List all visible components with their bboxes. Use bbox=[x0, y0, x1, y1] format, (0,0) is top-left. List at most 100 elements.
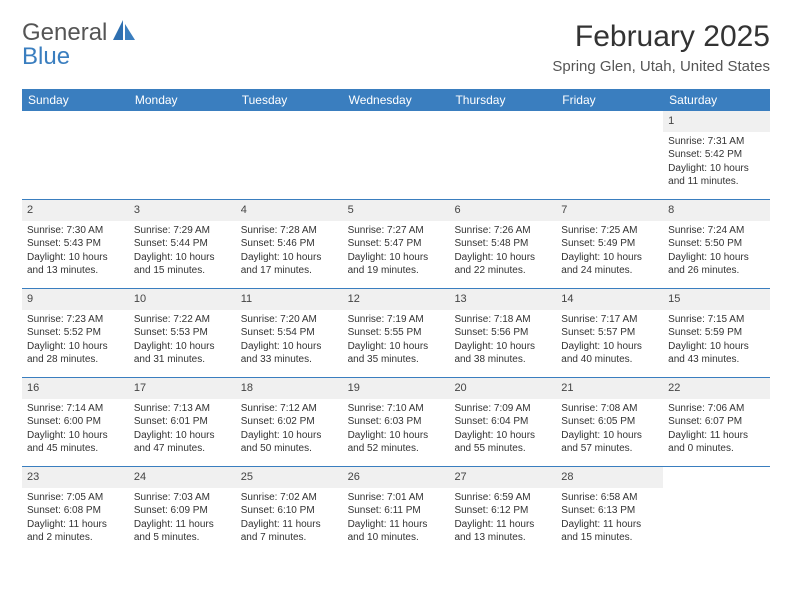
sunset-line: Sunset: 5:52 PM bbox=[27, 326, 124, 340]
day-number: 5 bbox=[343, 200, 450, 221]
day-cell: 19Sunrise: 7:10 AMSunset: 6:03 PMDayligh… bbox=[343, 378, 450, 466]
day-content: Sunrise: 7:26 AMSunset: 5:48 PMDaylight:… bbox=[449, 221, 556, 284]
sunrise-line: Sunrise: 7:09 AM bbox=[454, 402, 551, 416]
daylight-line: Daylight: 11 hours and 7 minutes. bbox=[241, 518, 338, 545]
day-number: 15 bbox=[663, 289, 770, 310]
sunset-line: Sunset: 6:11 PM bbox=[348, 504, 445, 518]
day-cell: 17Sunrise: 7:13 AMSunset: 6:01 PMDayligh… bbox=[129, 378, 236, 466]
day-content: Sunrise: 7:13 AMSunset: 6:01 PMDaylight:… bbox=[129, 399, 236, 462]
sunset-line: Sunset: 6:04 PM bbox=[454, 415, 551, 429]
day-number: 19 bbox=[343, 378, 450, 399]
daylight-line: Daylight: 10 hours and 19 minutes. bbox=[348, 251, 445, 278]
logo-text-blue: Blue bbox=[22, 43, 70, 70]
sunrise-line: Sunrise: 7:03 AM bbox=[134, 491, 231, 505]
day-cell: 3Sunrise: 7:29 AMSunset: 5:44 PMDaylight… bbox=[129, 200, 236, 288]
week-row: 16Sunrise: 7:14 AMSunset: 6:00 PMDayligh… bbox=[22, 377, 770, 466]
daylight-line: Daylight: 10 hours and 38 minutes. bbox=[454, 340, 551, 367]
sunrise-line: Sunrise: 7:08 AM bbox=[561, 402, 658, 416]
daylight-line: Daylight: 10 hours and 31 minutes. bbox=[134, 340, 231, 367]
day-content: Sunrise: 7:14 AMSunset: 6:00 PMDaylight:… bbox=[22, 399, 129, 462]
day-content: Sunrise: 7:12 AMSunset: 6:02 PMDaylight:… bbox=[236, 399, 343, 462]
day-number: 18 bbox=[236, 378, 343, 399]
day-content: Sunrise: 7:09 AMSunset: 6:04 PMDaylight:… bbox=[449, 399, 556, 462]
week-row: 1Sunrise: 7:31 AMSunset: 5:42 PMDaylight… bbox=[22, 111, 770, 199]
day-number: 3 bbox=[129, 200, 236, 221]
day-cell: 7 Sunrise: 7:25 AMSunset: 5:49 PMDaylight… bbox=[556, 200, 663, 288]
sunset-line: Sunset: 5:46 PM bbox=[241, 237, 338, 251]
sunset-line: Sunset: 6:09 PM bbox=[134, 504, 231, 518]
day-content: Sunrise: 7:29 AMSunset: 5:44 PMDaylight:… bbox=[129, 221, 236, 284]
day-number: 1 bbox=[663, 111, 770, 132]
sunrise-line: Sunrise: 7:18 AM bbox=[454, 313, 551, 327]
day-number: 28 bbox=[556, 467, 663, 488]
title-block: February 2025 Spring Glen, Utah, United … bbox=[552, 20, 770, 75]
sunset-line: Sunset: 5:48 PM bbox=[454, 237, 551, 251]
daylight-line: Daylight: 10 hours and 11 minutes. bbox=[668, 162, 765, 189]
sunrise-line: Sunrise: 7:02 AM bbox=[241, 491, 338, 505]
day-number: 12 bbox=[343, 289, 450, 310]
sunrise-line: Sunrise: 7:27 AM bbox=[348, 224, 445, 238]
day-header-thursday: Thursday bbox=[449, 89, 556, 111]
day-cell: 2Sunrise: 7:30 AMSunset: 5:43 PMDaylight… bbox=[22, 200, 129, 288]
day-number: 22 bbox=[663, 378, 770, 399]
daylight-line: Daylight: 10 hours and 47 minutes. bbox=[134, 429, 231, 456]
sunrise-line: Sunrise: 7:10 AM bbox=[348, 402, 445, 416]
daylight-line: Daylight: 10 hours and 13 minutes. bbox=[27, 251, 124, 278]
sunset-line: Sunset: 5:49 PM bbox=[561, 237, 658, 251]
day-number: 8 bbox=[663, 200, 770, 221]
day-number: 7 bbox=[556, 200, 663, 221]
sunset-line: Sunset: 6:01 PM bbox=[134, 415, 231, 429]
day-cell bbox=[22, 111, 129, 199]
day-cell: 4Sunrise: 7:28 AMSunset: 5:46 PMDaylight… bbox=[236, 200, 343, 288]
daylight-line: Daylight: 10 hours and 52 minutes. bbox=[348, 429, 445, 456]
day-content: Sunrise: 6:58 AMSunset: 6:13 PMDaylight:… bbox=[556, 488, 663, 551]
daylight-line: Daylight: 10 hours and 55 minutes. bbox=[454, 429, 551, 456]
day-number: 24 bbox=[129, 467, 236, 488]
day-content: Sunrise: 7:22 AMSunset: 5:53 PMDaylight:… bbox=[129, 310, 236, 373]
daylight-line: Daylight: 10 hours and 24 minutes. bbox=[561, 251, 658, 278]
daylight-line: Daylight: 11 hours and 0 minutes. bbox=[668, 429, 765, 456]
daylight-line: Daylight: 10 hours and 15 minutes. bbox=[134, 251, 231, 278]
day-cell: 1Sunrise: 7:31 AMSunset: 5:42 PMDaylight… bbox=[663, 111, 770, 199]
day-cell: 12Sunrise: 7:19 AMSunset: 5:55 PMDayligh… bbox=[343, 289, 450, 377]
sunrise-line: Sunrise: 6:59 AM bbox=[454, 491, 551, 505]
day-content: Sunrise: 7:23 AMSunset: 5:52 PMDaylight:… bbox=[22, 310, 129, 373]
sail-icon bbox=[113, 20, 137, 45]
sunrise-line: Sunrise: 7:22 AM bbox=[134, 313, 231, 327]
week-row: 9Sunrise: 7:23 AMSunset: 5:52 PMDaylight… bbox=[22, 288, 770, 377]
sunrise-line: Sunrise: 7:19 AM bbox=[348, 313, 445, 327]
daylight-line: Daylight: 10 hours and 50 minutes. bbox=[241, 429, 338, 456]
sunset-line: Sunset: 6:12 PM bbox=[454, 504, 551, 518]
day-content: Sunrise: 7:18 AMSunset: 5:56 PMDaylight:… bbox=[449, 310, 556, 373]
day-header-tuesday: Tuesday bbox=[236, 89, 343, 111]
day-cell: 13Sunrise: 7:18 AMSunset: 5:56 PMDayligh… bbox=[449, 289, 556, 377]
sunrise-line: Sunrise: 7:01 AM bbox=[348, 491, 445, 505]
day-cell bbox=[449, 111, 556, 199]
day-cell: 23Sunrise: 7:05 AMSunset: 6:08 PMDayligh… bbox=[22, 467, 129, 555]
day-cell: 21Sunrise: 7:08 AMSunset: 6:05 PMDayligh… bbox=[556, 378, 663, 466]
day-cell: 18Sunrise: 7:12 AMSunset: 6:02 PMDayligh… bbox=[236, 378, 343, 466]
day-content: Sunrise: 7:08 AMSunset: 6:05 PMDaylight:… bbox=[556, 399, 663, 462]
day-cell bbox=[236, 111, 343, 199]
daylight-line: Daylight: 11 hours and 15 minutes. bbox=[561, 518, 658, 545]
day-number: 23 bbox=[22, 467, 129, 488]
day-number: 17 bbox=[129, 378, 236, 399]
day-number: 20 bbox=[449, 378, 556, 399]
day-header-row: Sunday Monday Tuesday Wednesday Thursday… bbox=[22, 89, 770, 111]
day-content: Sunrise: 7:05 AMSunset: 6:08 PMDaylight:… bbox=[22, 488, 129, 551]
daylight-line: Daylight: 10 hours and 28 minutes. bbox=[27, 340, 124, 367]
day-cell: 10Sunrise: 7:22 AMSunset: 5:53 PMDayligh… bbox=[129, 289, 236, 377]
sunrise-line: Sunrise: 7:25 AM bbox=[561, 224, 658, 238]
day-header-sunday: Sunday bbox=[22, 89, 129, 111]
sunrise-line: Sunrise: 7:05 AM bbox=[27, 491, 124, 505]
day-content: Sunrise: 7:01 AMSunset: 6:11 PMDaylight:… bbox=[343, 488, 450, 551]
day-content: Sunrise: 7:03 AMSunset: 6:09 PMDaylight:… bbox=[129, 488, 236, 551]
daylight-line: Daylight: 10 hours and 35 minutes. bbox=[348, 340, 445, 367]
day-content: Sunrise: 7:10 AMSunset: 6:03 PMDaylight:… bbox=[343, 399, 450, 462]
day-number: 10 bbox=[129, 289, 236, 310]
day-number: 27 bbox=[449, 467, 556, 488]
day-content: Sunrise: 7:28 AMSunset: 5:46 PMDaylight:… bbox=[236, 221, 343, 284]
sunset-line: Sunset: 6:05 PM bbox=[561, 415, 658, 429]
sunrise-line: Sunrise: 7:12 AM bbox=[241, 402, 338, 416]
sunrise-line: Sunrise: 7:23 AM bbox=[27, 313, 124, 327]
